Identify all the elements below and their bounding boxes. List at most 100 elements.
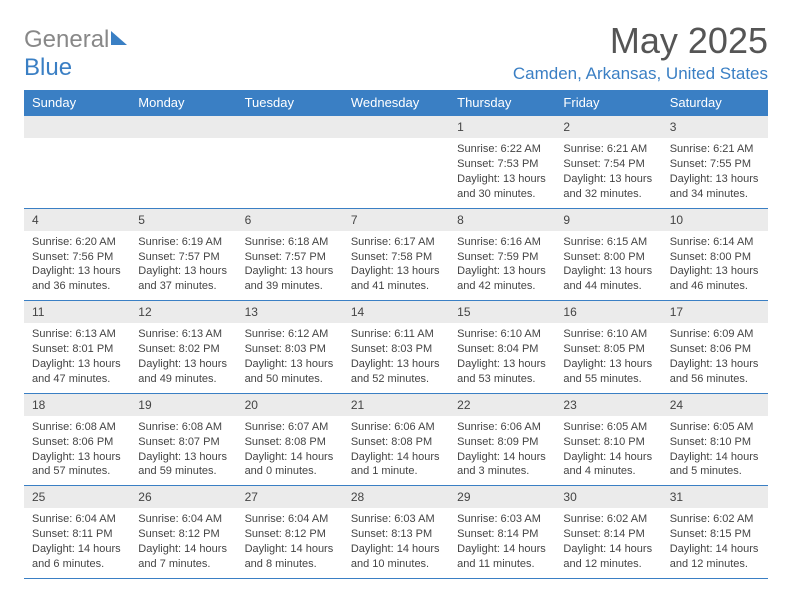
page-title: May 2025 (513, 20, 768, 62)
day-number: 20 (237, 394, 343, 416)
day-number: 22 (449, 394, 555, 416)
day-detail: Sunrise: 6:10 AMSunset: 8:04 PMDaylight:… (449, 323, 555, 392)
day-detail: Sunrise: 6:07 AMSunset: 8:08 PMDaylight:… (237, 416, 343, 485)
day-number: 15 (449, 301, 555, 323)
calendar-day-cell (343, 116, 449, 208)
weekday-header: Friday (555, 90, 661, 115)
day-number: 26 (130, 486, 236, 508)
calendar-day-cell: 28Sunrise: 6:03 AMSunset: 8:13 PMDayligh… (343, 486, 449, 578)
day-number: 16 (555, 301, 661, 323)
weekday-header: Thursday (449, 90, 555, 115)
day-number: 23 (555, 394, 661, 416)
day-detail: Sunrise: 6:09 AMSunset: 8:06 PMDaylight:… (662, 323, 768, 392)
day-number: 24 (662, 394, 768, 416)
day-detail: Sunrise: 6:05 AMSunset: 8:10 PMDaylight:… (662, 416, 768, 485)
day-detail: Sunrise: 6:15 AMSunset: 8:00 PMDaylight:… (555, 231, 661, 300)
calendar-day-cell: 6Sunrise: 6:18 AMSunset: 7:57 PMDaylight… (237, 209, 343, 301)
day-detail: Sunrise: 6:04 AMSunset: 8:11 PMDaylight:… (24, 508, 130, 577)
weekday-header: Tuesday (237, 90, 343, 115)
day-number: 13 (237, 301, 343, 323)
day-number: 3 (662, 116, 768, 138)
day-number: 1 (449, 116, 555, 138)
calendar-day-cell: 11Sunrise: 6:13 AMSunset: 8:01 PMDayligh… (24, 301, 130, 393)
day-detail: Sunrise: 6:14 AMSunset: 8:00 PMDaylight:… (662, 231, 768, 300)
day-detail: Sunrise: 6:16 AMSunset: 7:59 PMDaylight:… (449, 231, 555, 300)
calendar-day-cell: 20Sunrise: 6:07 AMSunset: 8:08 PMDayligh… (237, 394, 343, 486)
calendar-day-cell (24, 116, 130, 208)
calendar: SundayMondayTuesdayWednesdayThursdayFrid… (24, 90, 768, 579)
calendar-day-cell: 21Sunrise: 6:06 AMSunset: 8:08 PMDayligh… (343, 394, 449, 486)
day-number: 29 (449, 486, 555, 508)
weekday-header-row: SundayMondayTuesdayWednesdayThursdayFrid… (24, 90, 768, 115)
calendar-week-row: 1Sunrise: 6:22 AMSunset: 7:53 PMDaylight… (24, 115, 768, 208)
calendar-day-cell: 26Sunrise: 6:04 AMSunset: 8:12 PMDayligh… (130, 486, 236, 578)
sail-icon (109, 26, 131, 54)
day-number: 31 (662, 486, 768, 508)
calendar-day-cell (237, 116, 343, 208)
day-number: 7 (343, 209, 449, 231)
day-number: 21 (343, 394, 449, 416)
calendar-day-cell: 30Sunrise: 6:02 AMSunset: 8:14 PMDayligh… (555, 486, 661, 578)
brand-logo: GeneralBlue (24, 20, 131, 82)
calendar-day-cell: 23Sunrise: 6:05 AMSunset: 8:10 PMDayligh… (555, 394, 661, 486)
calendar-day-cell: 22Sunrise: 6:06 AMSunset: 8:09 PMDayligh… (449, 394, 555, 486)
weekday-header: Wednesday (343, 90, 449, 115)
day-number: 12 (130, 301, 236, 323)
calendar-day-cell: 12Sunrise: 6:13 AMSunset: 8:02 PMDayligh… (130, 301, 236, 393)
calendar-bottom-rule (24, 578, 768, 579)
day-number: 5 (130, 209, 236, 231)
day-detail: Sunrise: 6:02 AMSunset: 8:15 PMDaylight:… (662, 508, 768, 577)
calendar-day-cell: 17Sunrise: 6:09 AMSunset: 8:06 PMDayligh… (662, 301, 768, 393)
header: GeneralBlue May 2025 Camden, Arkansas, U… (24, 20, 768, 84)
calendar-week-row: 25Sunrise: 6:04 AMSunset: 8:11 PMDayligh… (24, 485, 768, 578)
day-detail: Sunrise: 6:02 AMSunset: 8:14 PMDaylight:… (555, 508, 661, 577)
day-detail: Sunrise: 6:03 AMSunset: 8:13 PMDaylight:… (343, 508, 449, 577)
calendar-day-cell: 29Sunrise: 6:03 AMSunset: 8:14 PMDayligh… (449, 486, 555, 578)
day-number: 30 (555, 486, 661, 508)
day-number: 28 (343, 486, 449, 508)
day-detail: Sunrise: 6:17 AMSunset: 7:58 PMDaylight:… (343, 231, 449, 300)
day-detail: Sunrise: 6:21 AMSunset: 7:55 PMDaylight:… (662, 138, 768, 207)
calendar-day-cell: 10Sunrise: 6:14 AMSunset: 8:00 PMDayligh… (662, 209, 768, 301)
weekday-header: Monday (130, 90, 236, 115)
day-detail: Sunrise: 6:04 AMSunset: 8:12 PMDaylight:… (237, 508, 343, 577)
day-detail: Sunrise: 6:19 AMSunset: 7:57 PMDaylight:… (130, 231, 236, 300)
calendar-day-cell: 13Sunrise: 6:12 AMSunset: 8:03 PMDayligh… (237, 301, 343, 393)
day-detail: Sunrise: 6:20 AMSunset: 7:56 PMDaylight:… (24, 231, 130, 300)
day-number: 8 (449, 209, 555, 231)
day-number: 4 (24, 209, 130, 231)
day-detail: Sunrise: 6:21 AMSunset: 7:54 PMDaylight:… (555, 138, 661, 207)
day-detail: Sunrise: 6:08 AMSunset: 8:07 PMDaylight:… (130, 416, 236, 485)
weekday-header: Saturday (662, 90, 768, 115)
day-detail: Sunrise: 6:06 AMSunset: 8:08 PMDaylight:… (343, 416, 449, 485)
day-number: 9 (555, 209, 661, 231)
calendar-day-cell: 14Sunrise: 6:11 AMSunset: 8:03 PMDayligh… (343, 301, 449, 393)
day-number: 6 (237, 209, 343, 231)
day-number: 14 (343, 301, 449, 323)
weekday-header: Sunday (24, 90, 130, 115)
day-number: 18 (24, 394, 130, 416)
day-detail: Sunrise: 6:06 AMSunset: 8:09 PMDaylight:… (449, 416, 555, 485)
calendar-week-row: 11Sunrise: 6:13 AMSunset: 8:01 PMDayligh… (24, 300, 768, 393)
day-number: 25 (24, 486, 130, 508)
calendar-day-cell: 31Sunrise: 6:02 AMSunset: 8:15 PMDayligh… (662, 486, 768, 578)
calendar-day-cell: 3Sunrise: 6:21 AMSunset: 7:55 PMDaylight… (662, 116, 768, 208)
day-number (130, 116, 236, 138)
calendar-day-cell (130, 116, 236, 208)
day-detail: Sunrise: 6:13 AMSunset: 8:02 PMDaylight:… (130, 323, 236, 392)
day-detail: Sunrise: 6:18 AMSunset: 7:57 PMDaylight:… (237, 231, 343, 300)
calendar-day-cell: 8Sunrise: 6:16 AMSunset: 7:59 PMDaylight… (449, 209, 555, 301)
calendar-day-cell: 16Sunrise: 6:10 AMSunset: 8:05 PMDayligh… (555, 301, 661, 393)
title-block: May 2025 Camden, Arkansas, United States (513, 20, 768, 84)
brand-text: GeneralBlue (24, 26, 131, 82)
day-number (24, 116, 130, 138)
calendar-week-row: 4Sunrise: 6:20 AMSunset: 7:56 PMDaylight… (24, 208, 768, 301)
calendar-day-cell: 9Sunrise: 6:15 AMSunset: 8:00 PMDaylight… (555, 209, 661, 301)
day-detail: Sunrise: 6:10 AMSunset: 8:05 PMDaylight:… (555, 323, 661, 392)
day-number (343, 116, 449, 138)
brand-part2: Blue (24, 54, 72, 81)
calendar-day-cell: 18Sunrise: 6:08 AMSunset: 8:06 PMDayligh… (24, 394, 130, 486)
day-detail: Sunrise: 6:03 AMSunset: 8:14 PMDaylight:… (449, 508, 555, 577)
calendar-day-cell: 15Sunrise: 6:10 AMSunset: 8:04 PMDayligh… (449, 301, 555, 393)
day-number: 17 (662, 301, 768, 323)
